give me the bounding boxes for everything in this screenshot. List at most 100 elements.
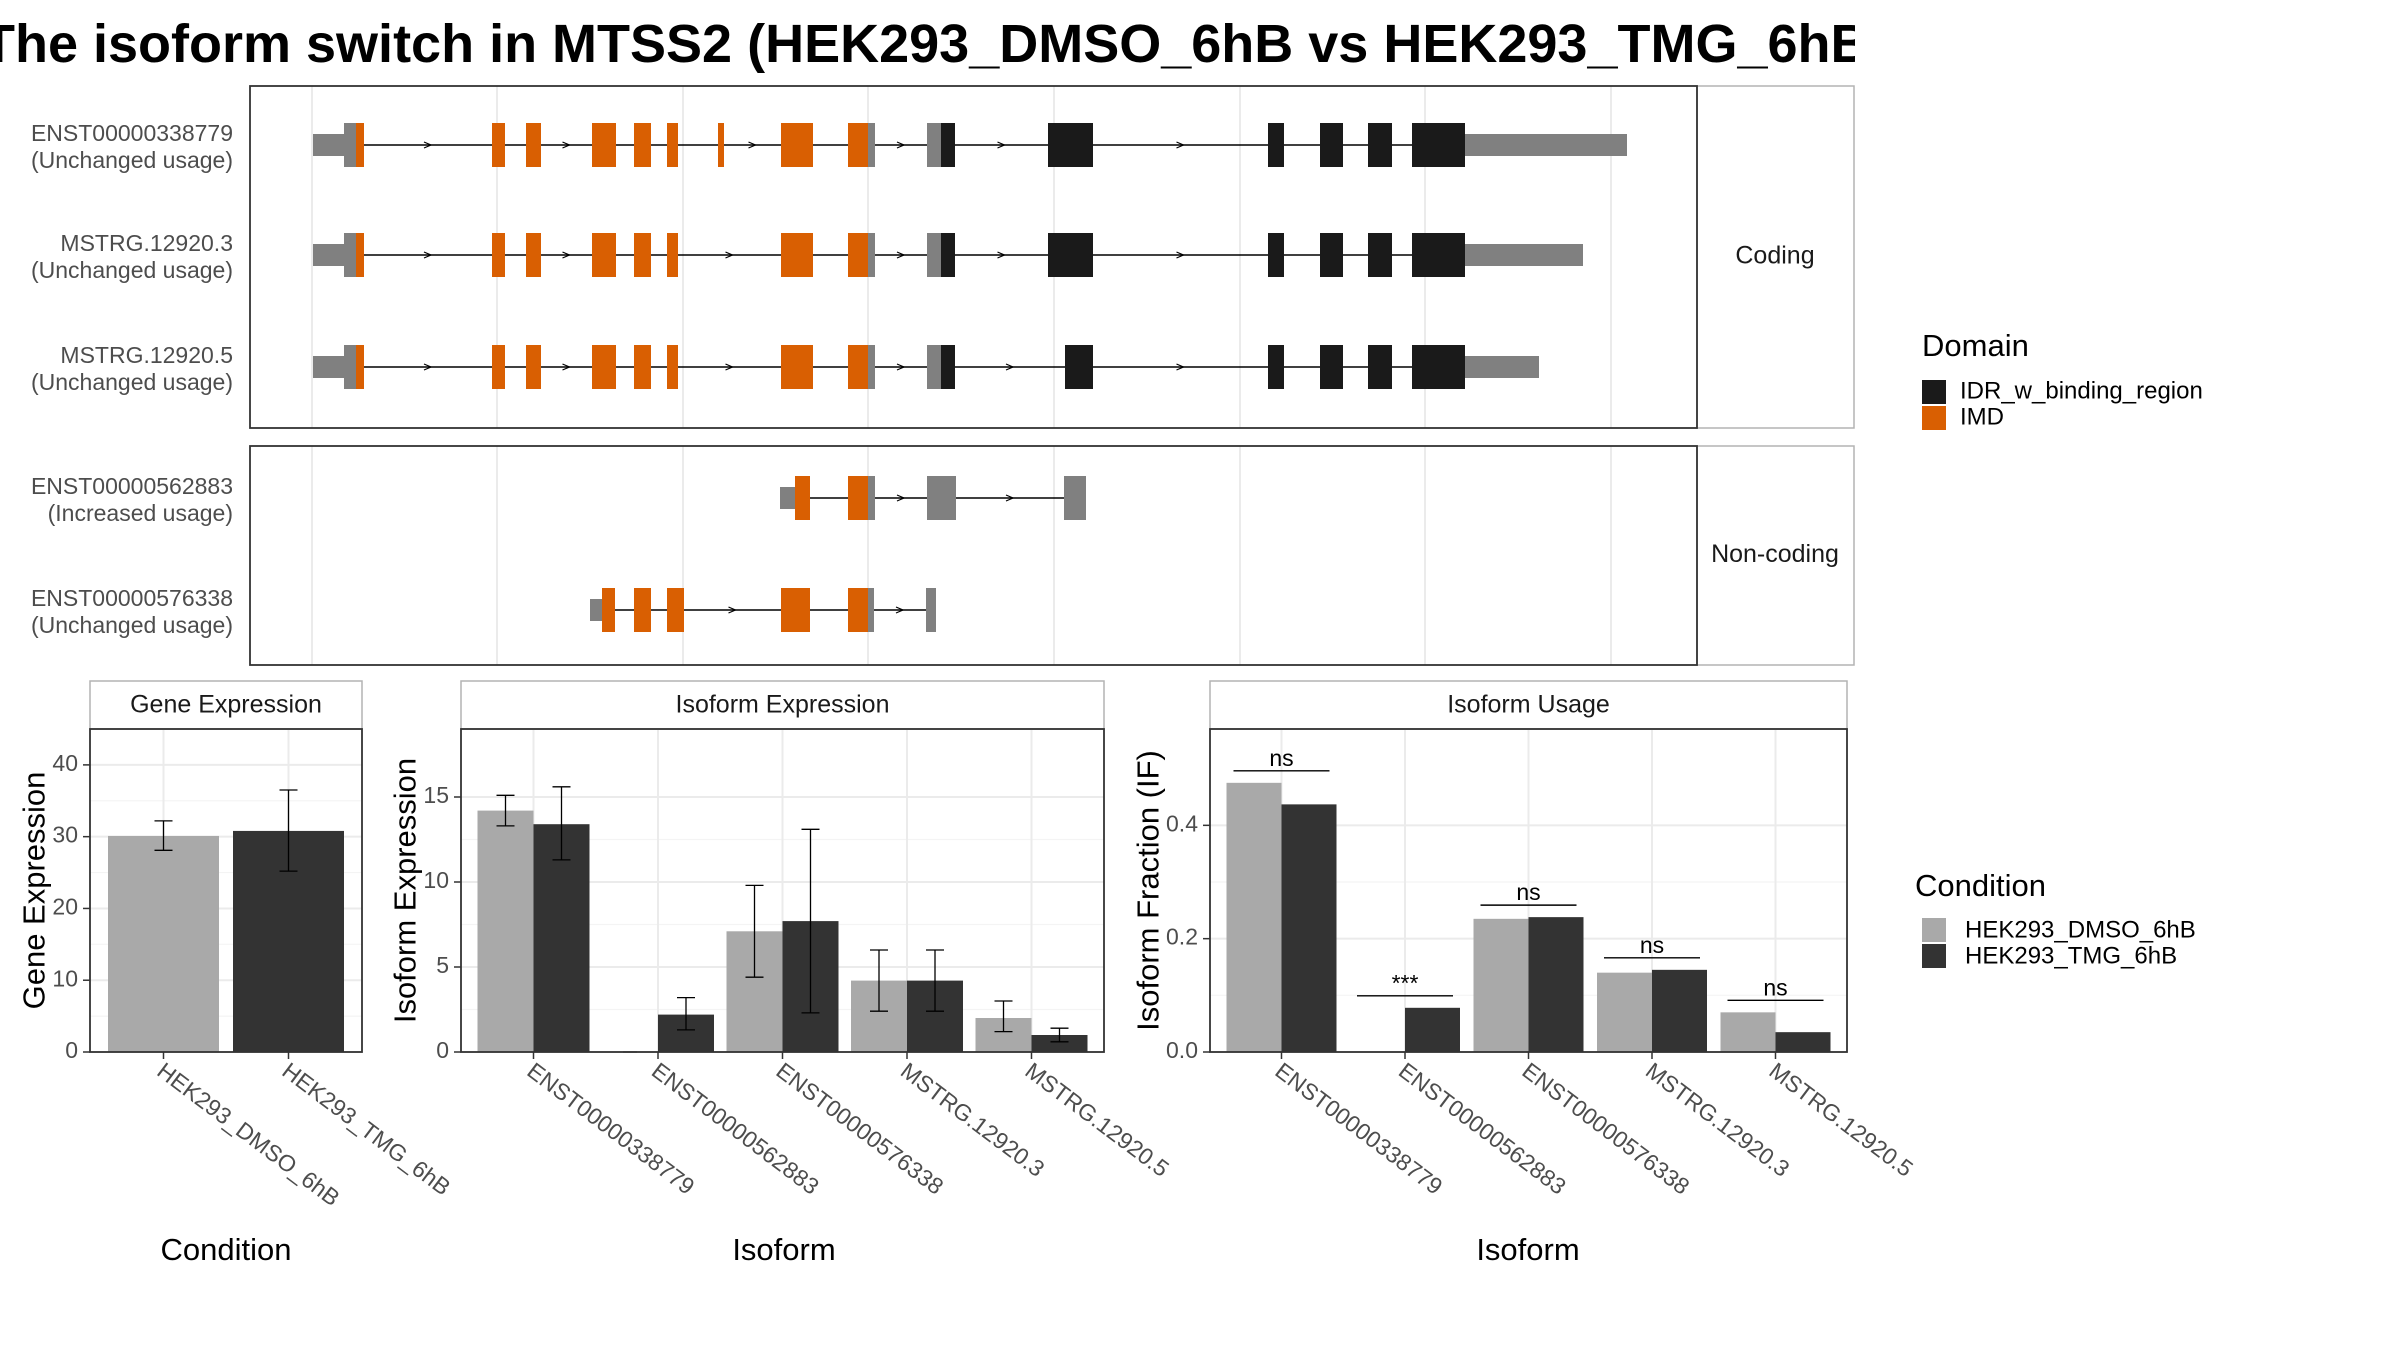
panel-border bbox=[89, 728, 363, 1053]
intron-arrow bbox=[562, 141, 572, 149]
gene-expression-panel: Gene Expression010203040HEK293_DMSO_6hBH… bbox=[16, 680, 455, 1267]
bar-HEK293_DMSO_6hB bbox=[1720, 1012, 1776, 1052]
significance-label: ns bbox=[1640, 932, 1664, 958]
domain-legend-item: IMD bbox=[1960, 403, 2004, 430]
intron-arrow bbox=[728, 606, 738, 614]
intron-arrow bbox=[748, 141, 758, 149]
isoform-usage-panel: Isoform Usage0.00.20.4ENST00000338779ENS… bbox=[1130, 680, 1918, 1267]
condition-legend-item: HEK293_TMG_6hB bbox=[1965, 942, 2177, 969]
exon-utr bbox=[868, 345, 875, 389]
exon-imd bbox=[592, 123, 616, 167]
bar-HEK293_DMSO_6hB bbox=[1597, 972, 1652, 1052]
intron-arrow bbox=[896, 141, 906, 149]
exon-imd bbox=[492, 233, 505, 277]
exon-utr bbox=[927, 233, 941, 277]
y-tick-label: 5 bbox=[436, 952, 449, 978]
x-axis-title: Isoform bbox=[1476, 1232, 1579, 1267]
y-tick-label: 0 bbox=[65, 1037, 78, 1063]
intron-arrow bbox=[1176, 141, 1186, 149]
exon-imd bbox=[667, 345, 678, 389]
intron-arrow bbox=[896, 494, 906, 502]
panel-strip bbox=[1209, 680, 1848, 730]
exon-idr bbox=[1368, 123, 1392, 167]
legend-key-tmg bbox=[1922, 944, 1946, 968]
exon-imd bbox=[781, 345, 813, 389]
bar-HEK293_TMG_6hB bbox=[1528, 917, 1584, 1052]
exon-idr bbox=[941, 345, 955, 389]
significance-label: ns bbox=[1516, 879, 1540, 905]
y-tick-label: 10 bbox=[52, 965, 78, 991]
exon-utr bbox=[868, 588, 874, 632]
exon-utr bbox=[1465, 244, 1583, 266]
domain-legend-item: IDR_w_binding_region bbox=[1960, 377, 2203, 404]
intron-arrow bbox=[562, 363, 572, 371]
exon-idr bbox=[1268, 345, 1284, 389]
exon-idr bbox=[1320, 233, 1343, 277]
panel-strip-label: Gene Expression bbox=[130, 691, 322, 719]
transcript-id-label: ENST00000576338 bbox=[31, 585, 233, 611]
exon-utr bbox=[590, 599, 602, 621]
bar-HEK293_TMG_6hB bbox=[1405, 1007, 1460, 1052]
exon-imd bbox=[634, 123, 651, 167]
y-tick-label: 40 bbox=[52, 750, 78, 776]
intron-arrow bbox=[1176, 251, 1186, 259]
x-axis-title: Condition bbox=[161, 1232, 292, 1267]
exon-idr bbox=[1412, 123, 1465, 167]
transcript-id-label: MSTRG.12920.3 bbox=[60, 230, 233, 256]
y-tick-label: 0 bbox=[436, 1037, 449, 1063]
x-axis-title: Isoform bbox=[732, 1232, 835, 1267]
panel-border bbox=[1209, 728, 1848, 1053]
exon-imd bbox=[634, 588, 651, 632]
exon-imd bbox=[795, 476, 810, 520]
facet-strip-coding bbox=[1696, 85, 1855, 429]
exon-idr bbox=[1268, 233, 1284, 277]
exon-imd bbox=[848, 588, 868, 632]
exon-idr bbox=[1048, 123, 1093, 167]
exon-utr bbox=[313, 134, 348, 156]
intron-arrow bbox=[423, 141, 433, 149]
exon-utr bbox=[344, 123, 356, 167]
transcript-track bbox=[780, 476, 1086, 520]
transcript-id-label: MSTRG.12920.5 bbox=[60, 342, 233, 368]
bar-HEK293_DMSO_6hB bbox=[477, 810, 534, 1052]
exon-idr bbox=[941, 233, 955, 277]
y-axis-title: Isoform Expression bbox=[387, 758, 422, 1023]
panel-strip-label: Isoform Expression bbox=[676, 691, 890, 719]
facet-label-noncoding: Non-coding bbox=[1711, 540, 1839, 568]
exon-imd bbox=[781, 588, 810, 632]
panel-strip bbox=[460, 680, 1105, 730]
panel-border bbox=[460, 728, 1105, 1053]
exon-utr bbox=[1465, 134, 1627, 156]
intron-arrow bbox=[725, 251, 735, 259]
domain-legend-title: Domain bbox=[1922, 328, 2029, 363]
intron-arrow bbox=[725, 363, 735, 371]
bar-HEK293_TMG_6hB bbox=[1281, 804, 1337, 1052]
exon-utr bbox=[926, 588, 936, 632]
exon-idr bbox=[1368, 345, 1392, 389]
transcript-track bbox=[313, 233, 1583, 277]
exon-utr bbox=[868, 476, 875, 520]
exon-idr bbox=[1268, 123, 1284, 167]
facet-strip-noncoding bbox=[1696, 445, 1855, 666]
exon-utr bbox=[313, 244, 348, 266]
exon-utr bbox=[927, 123, 941, 167]
exon-imd bbox=[848, 123, 868, 167]
transcript-track bbox=[313, 123, 1627, 167]
exon-idr bbox=[1065, 345, 1093, 389]
bar-HEK293_TMG_6hB bbox=[533, 824, 590, 1052]
bar-HEK293_TMG_6hB bbox=[1775, 1032, 1831, 1052]
figure-title: The isoform switch in MTSS2 (HEK293_DMSO… bbox=[0, 14, 1855, 74]
y-axis-title: Gene Expression bbox=[16, 772, 51, 1010]
exon-utr bbox=[1064, 476, 1086, 520]
transcript-track bbox=[590, 588, 936, 632]
bar-HEK293_TMG_6hB bbox=[1031, 1035, 1088, 1052]
exon-imd bbox=[592, 345, 616, 389]
transcript-usage-label: (Unchanged usage) bbox=[31, 612, 233, 638]
exon-imd bbox=[602, 588, 615, 632]
transcript-usage-label: (Unchanged usage) bbox=[31, 369, 233, 395]
exon-imd bbox=[667, 123, 678, 167]
exon-imd bbox=[526, 233, 541, 277]
panel-strip bbox=[89, 680, 363, 730]
exon-imd bbox=[356, 233, 364, 277]
